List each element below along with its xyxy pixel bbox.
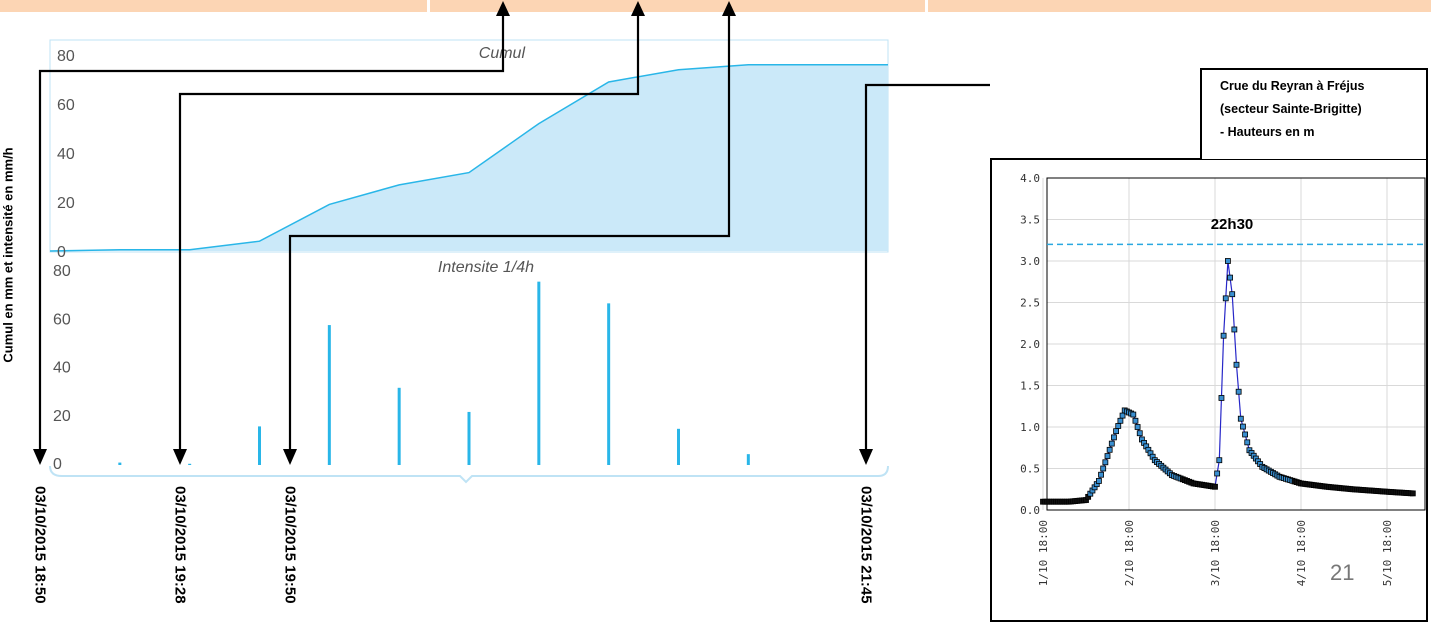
intensity-bar (677, 428, 680, 465)
intensity-panel: Intensite 1/4h 0 20 40 60 80 (49, 259, 889, 484)
flood-chart-panel (990, 158, 1428, 622)
arrowhead-1950-up (722, 1, 736, 16)
intensity-tick-60: 60 (53, 311, 71, 328)
arrowhead-1928-down (173, 449, 187, 465)
arrow-1928 (178, 14, 640, 458)
arrowhead-1928-up (631, 1, 645, 16)
intensity-bar (607, 303, 611, 465)
flood-title-line-3: - Hauteurs en m (1220, 125, 1315, 139)
intensity-title: Intensite 1/4h (438, 259, 534, 276)
arrowhead-1850-down (33, 449, 47, 465)
intensity-tick-80: 80 (53, 263, 71, 280)
arrowhead-1950-down (283, 449, 297, 465)
cumul-tick-40: 40 (57, 146, 75, 163)
cumul-area (50, 64, 888, 251)
range-navigator[interactable] (49, 465, 889, 484)
flood-title-line-2: (secteur Sainte-Brigitte) (1220, 102, 1362, 116)
flood-chart-title: Crue du Reyran à Fréjus (secteur Sainte-… (1200, 68, 1428, 159)
intensity-bar (537, 281, 541, 465)
y-axis-label-text: Cumul en mm et intensité en mm/h (0, 147, 16, 363)
page-number: 21 (1330, 560, 1355, 585)
cumul-tick-0: 0 (57, 244, 66, 261)
time-label-1850-text: 03/10/2015 18:50 (31, 486, 49, 604)
time-arrows (33, 1, 990, 465)
arrow-2145 (864, 83, 990, 458)
intensity-bar (188, 463, 192, 465)
header-band-right (928, 0, 1431, 12)
intensity-bar (397, 387, 401, 465)
cumul-tick-labels: 0 20 40 60 80 (57, 48, 75, 261)
intensity-tick-20: 20 (53, 408, 71, 425)
intensity-tick-40: 40 (53, 360, 71, 377)
intensity-bar (746, 454, 750, 465)
intensity-bars (118, 281, 750, 465)
flood-title-line-1: Crue du Reyran à Fréjus (1220, 79, 1365, 93)
cumul-tick-80: 80 (57, 48, 75, 65)
time-label-1950-text: 03/10/2015 19:50 (281, 486, 299, 604)
intensity-bar (258, 426, 261, 465)
arrowhead-1850-up (496, 1, 510, 16)
intensity-tick-labels: 0 20 40 60 80 (53, 263, 71, 473)
time-label-1928-text: 03/10/2015 19:28 (171, 486, 189, 604)
intensity-bar (327, 325, 331, 465)
cumul-tick-60: 60 (57, 97, 75, 114)
arrow-1850 (38, 14, 505, 458)
cumul-line (49, 64, 888, 252)
arrow-1950 (288, 14, 731, 458)
intensity-tick-0: 0 (53, 456, 62, 473)
header-band-left (0, 0, 427, 12)
header-band-middle (430, 0, 925, 12)
cumul-tick-20: 20 (57, 195, 75, 212)
intensity-bar (118, 462, 122, 465)
time-label-2145-text: 03/10/2015 21:45 (857, 486, 875, 604)
intensity-bar (467, 411, 471, 465)
arrowhead-2145-down (859, 449, 873, 465)
